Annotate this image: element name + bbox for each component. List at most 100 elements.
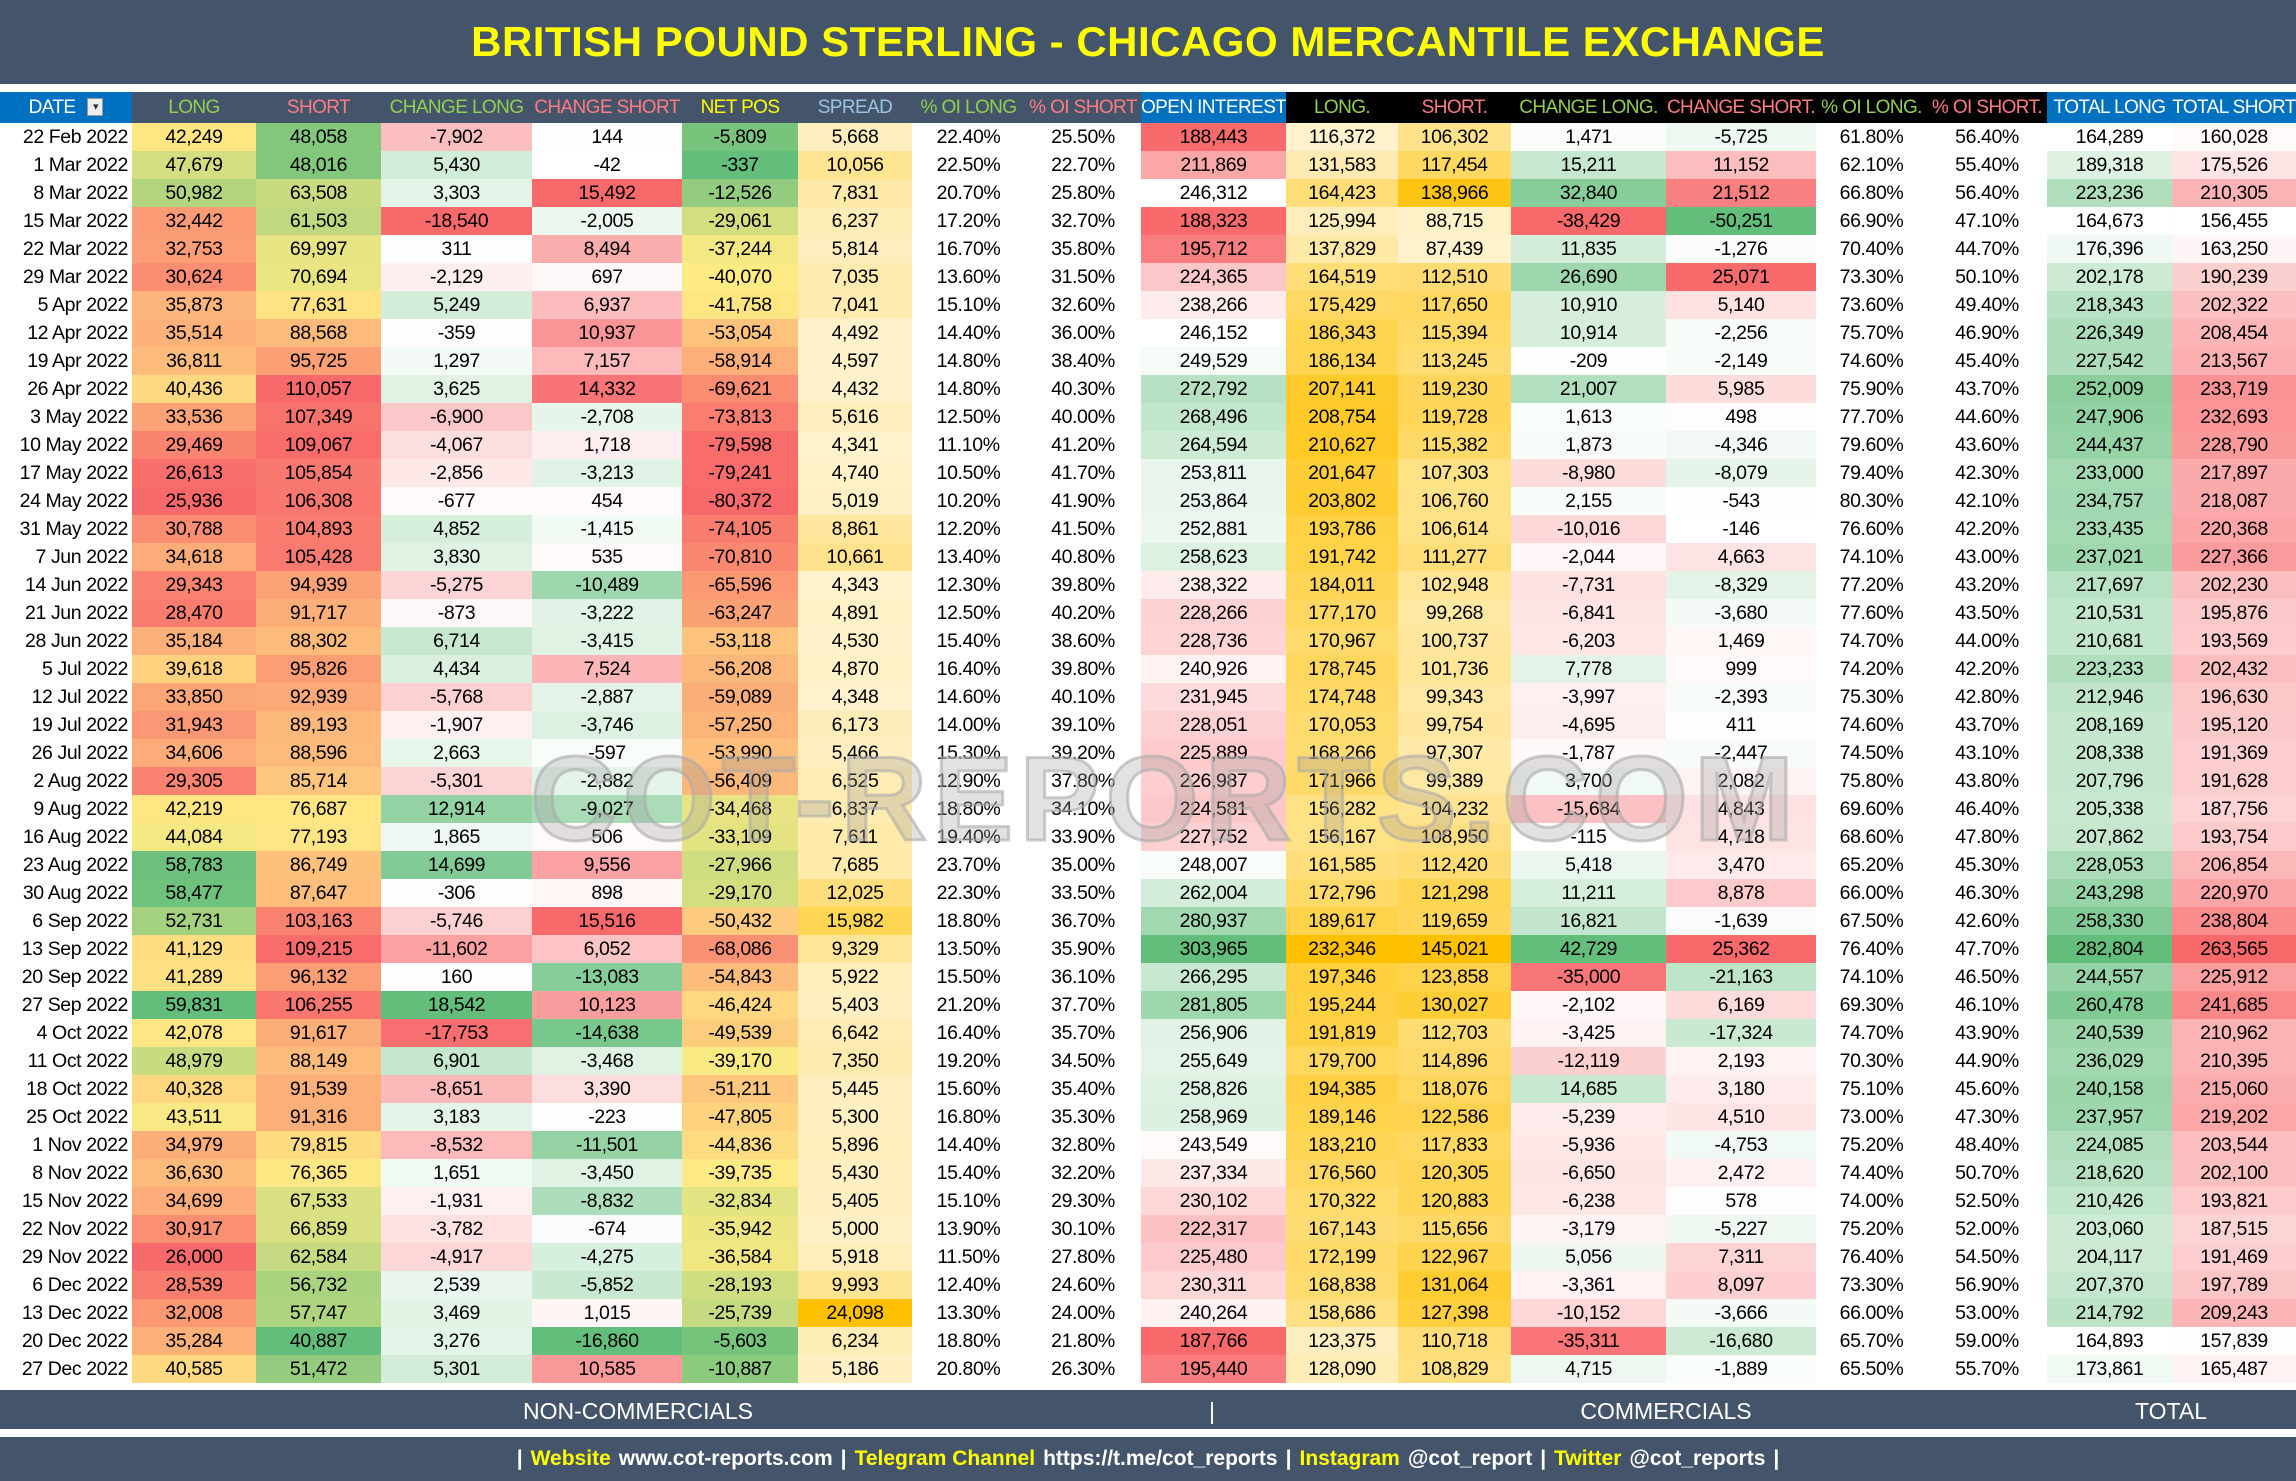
column-header--oi-long: % OI LONG bbox=[912, 92, 1025, 123]
cell-long: 172,796 bbox=[1286, 879, 1398, 907]
cell-long: 174,748 bbox=[1286, 683, 1398, 711]
link-instagram[interactable]: @cot_report bbox=[1407, 1447, 1533, 1470]
cell-long: 193,786 bbox=[1286, 515, 1398, 543]
date-cell: 15 Nov 2022 bbox=[0, 1187, 132, 1215]
cell-total-short: 227,366 bbox=[2172, 543, 2296, 571]
cell-spread: 5,918 bbox=[798, 1243, 912, 1271]
column-header-label: % OI LONG bbox=[920, 96, 1018, 118]
cell-spread: 5,430 bbox=[798, 1159, 912, 1187]
cell-short: 127,398 bbox=[1398, 1299, 1511, 1327]
cell-change-long: 3,700 bbox=[1511, 767, 1666, 795]
cell-long: 161,585 bbox=[1286, 851, 1398, 879]
cell-total-long: 210,426 bbox=[2047, 1187, 2172, 1215]
cell-short: 96,132 bbox=[256, 963, 381, 991]
cell-long: 125,994 bbox=[1286, 207, 1398, 235]
cell-short: 122,967 bbox=[1398, 1243, 1511, 1271]
cell-total-short: 165,487 bbox=[2172, 1355, 2296, 1383]
cell-change-short: -16,860 bbox=[532, 1327, 682, 1355]
cell--oi-long: 74.60% bbox=[1816, 711, 1927, 739]
cell-short: 119,728 bbox=[1398, 403, 1511, 431]
link-website[interactable]: www.cot-reports.com bbox=[618, 1447, 833, 1470]
cell--oi-short: 31.50% bbox=[1025, 263, 1141, 291]
cell--oi-short: 40.80% bbox=[1025, 543, 1141, 571]
cell-total-long: 173,861 bbox=[2047, 1355, 2172, 1383]
cell-change-short: -11,501 bbox=[532, 1131, 682, 1159]
cell-total-short: 206,854 bbox=[2172, 851, 2296, 879]
cell-open-interest: 237,334 bbox=[1141, 1159, 1286, 1187]
cell-change-short: -3,680 bbox=[1666, 599, 1816, 627]
date-cell: 7 Jun 2022 bbox=[0, 543, 132, 571]
cell-long: 168,266 bbox=[1286, 739, 1398, 767]
date-cell: 2 Aug 2022 bbox=[0, 767, 132, 795]
cell-change-long: 3,625 bbox=[381, 375, 532, 403]
cell--oi-long: 23.70% bbox=[912, 851, 1025, 879]
cell-change-long: 14,699 bbox=[381, 851, 532, 879]
cell--oi-long: 13.90% bbox=[912, 1215, 1025, 1243]
cell-short: 130,027 bbox=[1398, 991, 1511, 1019]
cell-short: 107,349 bbox=[256, 403, 381, 431]
cell-short: 88,302 bbox=[256, 627, 381, 655]
cell-open-interest: 262,004 bbox=[1141, 879, 1286, 907]
cell-change-long: 12,914 bbox=[381, 795, 532, 823]
cell-spread: 9,329 bbox=[798, 935, 912, 963]
cell--oi-short: 36.00% bbox=[1025, 319, 1141, 347]
cell-change-long: -7,902 bbox=[381, 123, 532, 151]
cell-total-long: 203,060 bbox=[2047, 1215, 2172, 1243]
cell-change-short: 14,332 bbox=[532, 375, 682, 403]
cell--oi-short: 24.00% bbox=[1025, 1299, 1141, 1327]
date-cell: 8 Mar 2022 bbox=[0, 179, 132, 207]
cell-change-short: 8,494 bbox=[532, 235, 682, 263]
cell-change-short: 7,524 bbox=[532, 655, 682, 683]
cell-total-short: 163,250 bbox=[2172, 235, 2296, 263]
link-telegram-channel[interactable]: https://t.me/cot_reports bbox=[1043, 1447, 1278, 1470]
column-header-long: LONG bbox=[132, 92, 256, 123]
link-label-website: Website bbox=[530, 1447, 611, 1470]
cell--oi-long: 12.50% bbox=[912, 599, 1025, 627]
cell-open-interest: 188,323 bbox=[1141, 207, 1286, 235]
cell-net-pos: -65,596 bbox=[682, 571, 798, 599]
cell-long: 41,289 bbox=[132, 963, 256, 991]
date-cell: 12 Apr 2022 bbox=[0, 319, 132, 347]
cell--oi-long: 66.00% bbox=[1816, 1299, 1927, 1327]
cell--oi-short: 43.60% bbox=[1927, 431, 2047, 459]
cell-total-long: 207,796 bbox=[2047, 767, 2172, 795]
cell--oi-long: 74.70% bbox=[1816, 627, 1927, 655]
cell--oi-long: 13.40% bbox=[912, 543, 1025, 571]
cell-short: 57,747 bbox=[256, 1299, 381, 1327]
column-header-date[interactable]: DATE ▾ bbox=[0, 92, 132, 123]
cell-total-short: 233,719 bbox=[2172, 375, 2296, 403]
cell-short: 108,829 bbox=[1398, 1355, 1511, 1383]
cell--oi-long: 15.40% bbox=[912, 1159, 1025, 1187]
cell--oi-long: 14.40% bbox=[912, 1131, 1025, 1159]
cell-total-long: 176,396 bbox=[2047, 235, 2172, 263]
date-cell: 31 May 2022 bbox=[0, 515, 132, 543]
cell--oi-short: 42.30% bbox=[1927, 459, 2047, 487]
cell-spread: 4,870 bbox=[798, 655, 912, 683]
cell-open-interest: 280,937 bbox=[1141, 907, 1286, 935]
cell-short: 115,382 bbox=[1398, 431, 1511, 459]
cell-short: 109,215 bbox=[256, 935, 381, 963]
link-twitter[interactable]: @cot_reports bbox=[1629, 1447, 1766, 1470]
cell-change-long: -5,936 bbox=[1511, 1131, 1666, 1159]
table-header-row: DATE ▾ LONG SHORT CHANGE LONG CHANGE SHORT NET… bbox=[0, 92, 2296, 123]
cell-open-interest: 281,805 bbox=[1141, 991, 1286, 1019]
cell-long: 168,838 bbox=[1286, 1271, 1398, 1299]
cell-long: 123,375 bbox=[1286, 1327, 1398, 1355]
cell-change-long: 4,852 bbox=[381, 515, 532, 543]
filter-dropdown-icon[interactable]: ▾ bbox=[87, 98, 104, 117]
cell-short: 105,428 bbox=[256, 543, 381, 571]
date-cell: 26 Apr 2022 bbox=[0, 375, 132, 403]
column-header-label: OPEN INTEREST bbox=[1141, 96, 1286, 118]
cell-open-interest: 224,365 bbox=[1141, 263, 1286, 291]
cell-change-long: -4,917 bbox=[381, 1243, 532, 1271]
cell-spread: 6,234 bbox=[798, 1327, 912, 1355]
cell-change-short: 7,157 bbox=[532, 347, 682, 375]
cell-short: 91,539 bbox=[256, 1075, 381, 1103]
cell-total-short: 193,821 bbox=[2172, 1187, 2296, 1215]
cell-short: 99,343 bbox=[1398, 683, 1511, 711]
cell-change-long: 6,901 bbox=[381, 1047, 532, 1075]
date-cell: 25 Oct 2022 bbox=[0, 1103, 132, 1131]
cell--oi-long: 19.20% bbox=[912, 1047, 1025, 1075]
cell-change-short: 5,140 bbox=[1666, 291, 1816, 319]
date-cell: 13 Sep 2022 bbox=[0, 935, 132, 963]
